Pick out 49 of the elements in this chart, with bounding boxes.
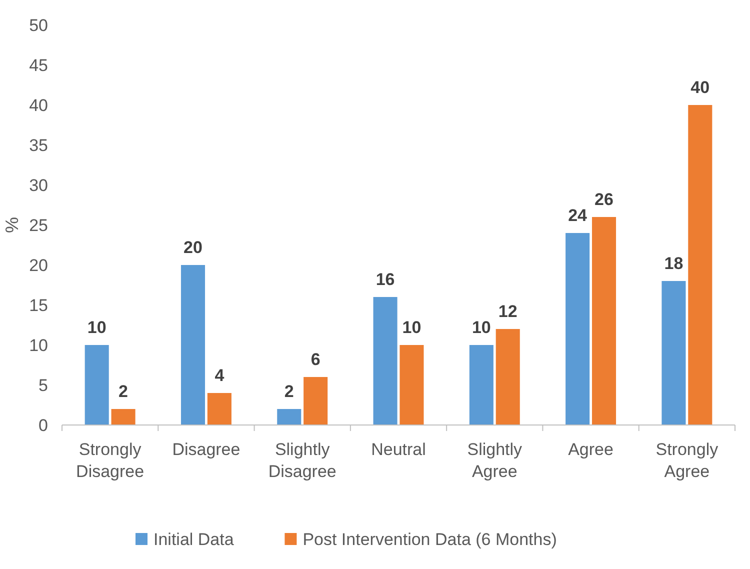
data-label: 10 — [87, 318, 106, 337]
bar — [592, 217, 616, 425]
bar — [662, 281, 686, 425]
y-tick-label: 45 — [29, 56, 48, 75]
data-label: 2 — [118, 382, 128, 401]
y-tick-label: 30 — [29, 176, 48, 195]
y-tick-label: 5 — [38, 376, 48, 395]
x-tick-label: Slightly Disagree — [268, 440, 336, 481]
bar — [566, 233, 590, 425]
x-tick-label: Agree — [568, 440, 614, 459]
data-label: 16 — [376, 270, 395, 289]
y-tick-label: 20 — [29, 256, 48, 275]
data-label: 20 — [184, 238, 202, 257]
x-tick-label: Disagree — [172, 440, 240, 459]
data-label: 10 — [472, 318, 491, 337]
bar — [304, 377, 328, 425]
y-tick-label: 15 — [29, 296, 48, 315]
data-label: 10 — [402, 318, 422, 337]
bar — [111, 409, 136, 425]
y-tick-label: 40 — [29, 96, 48, 115]
bar — [277, 409, 302, 425]
data-label: 2 — [284, 382, 294, 401]
data-label: 12 — [498, 302, 518, 321]
x-tick-label: Strongly Disagree — [76, 440, 144, 481]
data-label: 40 — [690, 78, 710, 97]
legend-label: Initial Data — [154, 530, 234, 549]
data-label: 24 — [568, 206, 588, 225]
data-label: 18 — [664, 254, 684, 273]
data-label: 6 — [310, 350, 320, 369]
x-tick-label: Slightly Agree — [467, 440, 523, 481]
bar — [180, 265, 206, 425]
data-label: 4 — [214, 366, 225, 385]
legend-label: Post Intervention Data (6 Months) — [302, 530, 557, 549]
y-tick-label: 10 — [29, 336, 48, 355]
y-tick-label: 35 — [29, 136, 48, 155]
bar — [496, 329, 520, 425]
y-tick-label: 0 — [38, 416, 48, 435]
bar — [688, 105, 712, 425]
bar — [84, 345, 109, 425]
y-tick-label: 50 — [29, 16, 48, 35]
y-tick-label: 25 — [29, 216, 48, 235]
bar — [400, 345, 424, 425]
bar — [207, 393, 232, 425]
y-axis-title: % — [2, 216, 22, 234]
bar — [373, 297, 398, 425]
data-label: 26 — [594, 190, 614, 209]
bar — [469, 345, 494, 425]
x-tick-label: Strongly Agree — [656, 440, 719, 481]
x-tick-label: Neutral — [371, 440, 426, 459]
